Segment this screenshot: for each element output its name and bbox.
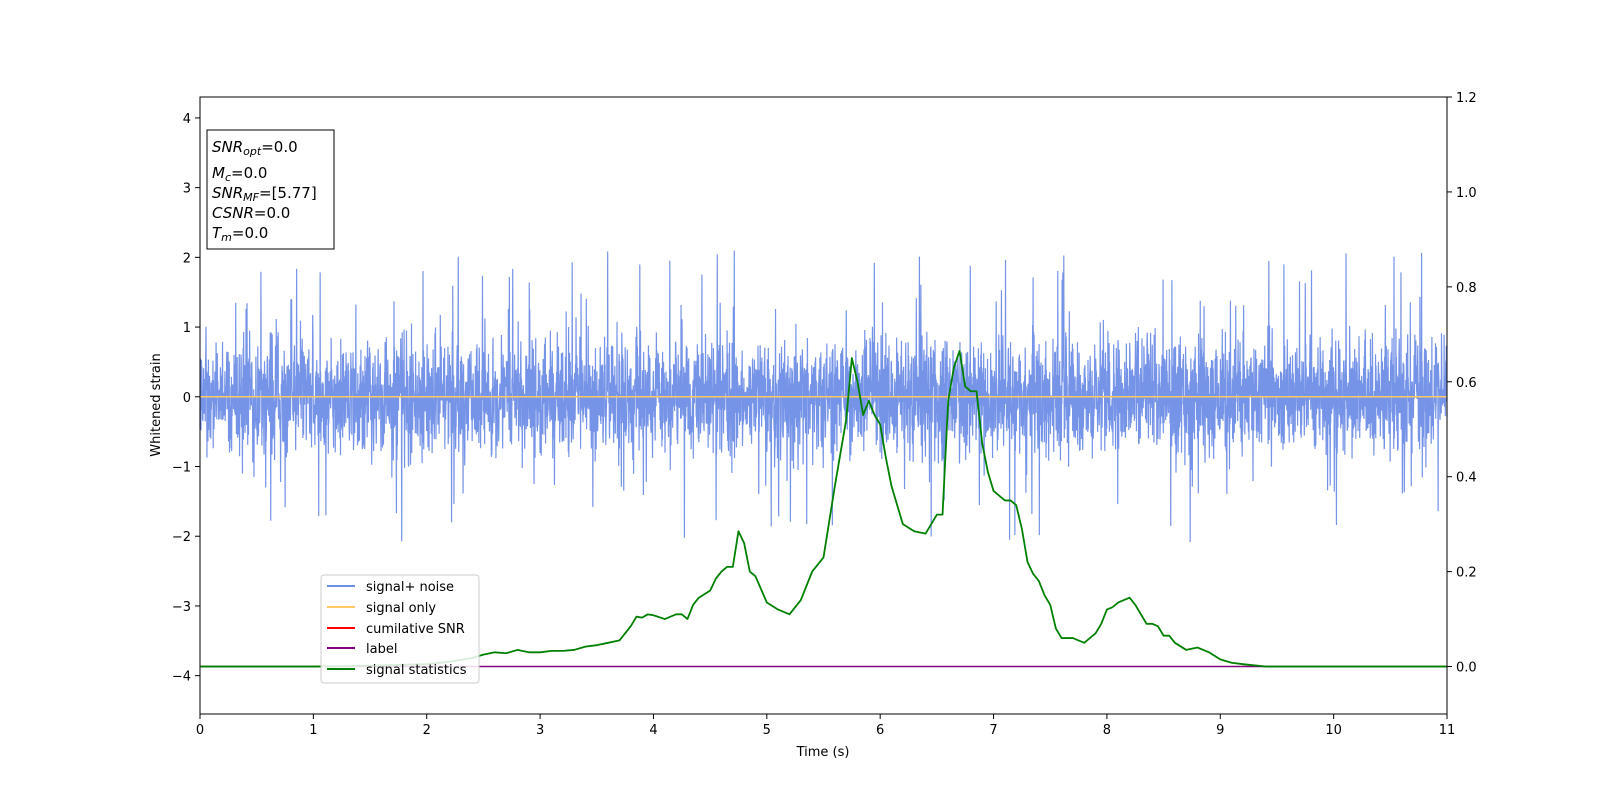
y-tick-label: −1 [172,461,191,476]
info-snr-mf: SNRMF=[5.77] [212,184,317,204]
legend: signal+ noise signal only cumilative SNR… [320,574,480,684]
y-axis-left: 4 3 2 1 0 −1 −2 −3 −4 [172,112,200,685]
legend-label-signal-statistics: signal statistics [366,663,467,678]
y-tick-label: 2 [183,251,191,266]
y2-tick-label: 0.2 [1456,566,1477,581]
x-tick-label: 2 [423,723,431,738]
x-tick-label: 10 [1325,723,1342,738]
x-tick-label: 0 [196,723,204,738]
info-box-frame [206,129,335,250]
x-tick-label: 7 [989,723,997,738]
y-axis-label: Whitened strain [149,353,164,456]
legend-label-signal-only: signal only [366,601,436,616]
y-tick-label: 1 [183,321,191,336]
x-tick-label: 8 [1103,723,1111,738]
x-tick-label: 3 [536,723,544,738]
signal-noise-line [199,250,1448,542]
x-axis: 0 1 2 3 4 5 6 7 8 9 10 11 [196,714,1455,738]
y-tick-label: 3 [183,182,191,197]
y2-tick-label: 0.0 [1456,661,1477,676]
y2-tick-label: 0.6 [1456,376,1477,391]
y2-tick-label: 0.8 [1456,281,1477,296]
y2-tick-label: 0.4 [1456,471,1477,486]
legend-frame [320,574,480,684]
info-snr-opt: SNRopt=0.0 [212,138,298,158]
info-box: SNRopt=0.0 Mc=0.0 SNRMF=[5.77] CSNR=0.0 … [206,129,335,250]
y-tick-label: −4 [172,670,191,685]
x-tick-label: 9 [1216,723,1224,738]
x-tick-label: 1 [309,723,317,738]
x-tick-label: 5 [763,723,771,738]
info-mc: Mc=0.0 [212,164,267,184]
y2-tick-label: 1.2 [1456,91,1477,106]
x-tick-label: 6 [876,723,884,738]
legend-label-cumilative-snr: cumilative SNR [366,622,465,637]
y-tick-label: −3 [172,600,191,615]
y-tick-label: 0 [183,391,191,406]
info-csnr: CSNR=0.0 [212,204,290,222]
x-axis-label: Time (s) [796,745,850,760]
x-tick-label: 4 [649,723,657,738]
legend-label-label: label [366,642,397,657]
y2-tick-label: 1.0 [1456,186,1477,201]
x-tick-label: 11 [1439,723,1456,738]
y-tick-label: 4 [183,112,191,127]
y-tick-label: −2 [172,530,191,545]
signal-noise-series [199,250,1448,542]
signal-statistics-line [200,350,1447,668]
plot-frame [199,96,1448,715]
legend-label-signal-noise: signal+ noise [366,580,454,595]
y-axis-right: 1.2 1.0 0.8 0.6 0.4 0.2 0.0 [1447,91,1477,676]
info-tm: Tm=0.0 [212,224,268,244]
